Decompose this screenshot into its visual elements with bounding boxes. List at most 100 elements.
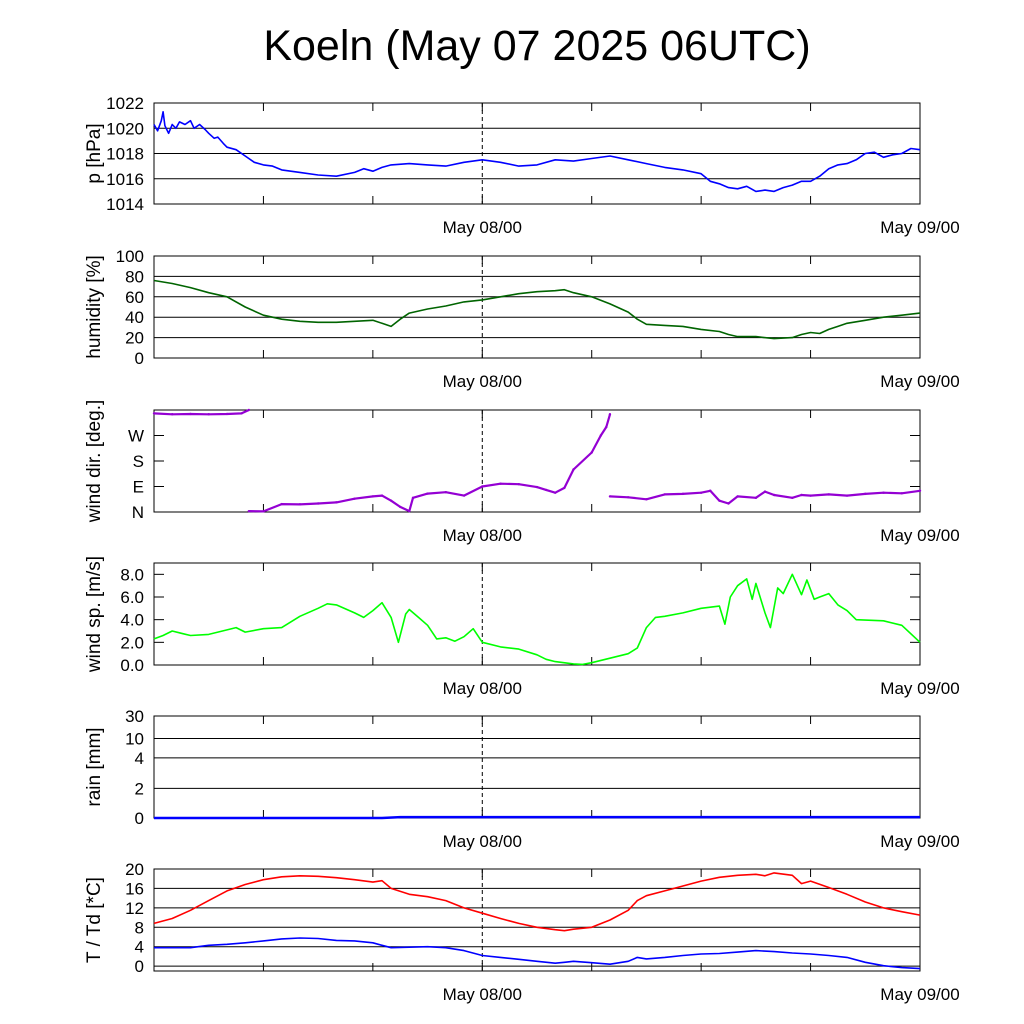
y-tick-label: 1022 xyxy=(106,94,144,113)
x-tick-label: May 08/00 xyxy=(443,218,522,237)
x-tick-label: May 08/00 xyxy=(443,985,522,1004)
y-axis-label: humidity [%] xyxy=(84,255,105,358)
wind-dir-point xyxy=(727,502,730,505)
rain-line xyxy=(154,815,920,820)
x-tick-label: May 09/00 xyxy=(880,832,959,851)
y-tick-label: 1020 xyxy=(106,119,144,138)
wind-dir-point xyxy=(462,494,466,497)
wind-dir-point xyxy=(718,499,721,502)
y-axis-label: rain [mm] xyxy=(84,727,105,806)
y-tick-label: S xyxy=(133,452,144,471)
wind-dir-point xyxy=(599,434,603,437)
wind-dir-point xyxy=(225,412,229,416)
pressure-line xyxy=(153,111,921,193)
y-tick-label: N xyxy=(132,503,144,522)
y-tick-label: 16 xyxy=(125,879,144,898)
y-tick-label: 1014 xyxy=(106,195,144,214)
wind-dir-point xyxy=(380,494,384,497)
wind-dir-point xyxy=(399,505,402,509)
wind-dir-point xyxy=(247,408,251,412)
plot-frame xyxy=(153,868,921,972)
wind-dir-point xyxy=(645,498,648,501)
panel-rain: 0 2 410 30 May 08/00 May 09/00 rain [mm] xyxy=(84,707,960,851)
wind-dir-point xyxy=(544,488,548,492)
y-tick-label: 0 xyxy=(135,349,144,368)
wind-dir-point xyxy=(262,510,265,513)
panel-pressure: 1014 1016 1018 1020 1022 May 08/00 May 09/00 p … xyxy=(84,94,960,237)
wind-dir-point xyxy=(535,485,539,489)
y-tick-label: 12 xyxy=(125,899,144,918)
wind-dir-point xyxy=(572,468,575,471)
x-tick-label: May 09/00 xyxy=(880,679,959,698)
wind-dir-point xyxy=(900,492,903,495)
y-tick-label: 100 xyxy=(116,247,144,266)
y-tick-label: 20 xyxy=(125,860,144,879)
wind-dir-point xyxy=(918,489,922,492)
wind-dir-point xyxy=(408,509,411,513)
wind-dir-point xyxy=(763,490,767,493)
wind-dir-point xyxy=(827,493,831,496)
wind-dir-point xyxy=(316,502,320,505)
wind_speed-line xyxy=(153,573,921,666)
wind_dir-line xyxy=(153,409,250,416)
wind-dir-point xyxy=(845,494,849,497)
wind-dir-point xyxy=(554,491,557,494)
wind-dir-point xyxy=(626,496,630,499)
wind-dir-point xyxy=(411,496,415,500)
x-tick-label: May 08/00 xyxy=(443,526,522,545)
wind-dir-point xyxy=(699,491,703,494)
wind-dir-point xyxy=(171,413,174,416)
y-tick-label: 60 xyxy=(125,288,144,307)
wind-dir-point xyxy=(663,493,666,496)
y-axis-label: wind sp. [m/s] xyxy=(84,556,105,673)
wind-dir-point xyxy=(207,413,210,416)
wind-dir-point xyxy=(189,412,192,416)
y-axis-label: T / Td [*C] xyxy=(84,877,105,963)
wind-dir-point xyxy=(444,490,448,494)
y-tick-label: W xyxy=(128,427,144,446)
y-tick-label: 2.0 xyxy=(120,633,144,652)
y-tick-label: 4.0 xyxy=(120,611,144,630)
wind-dir-point xyxy=(280,502,283,506)
x-tick-label: May 09/00 xyxy=(880,218,959,237)
wind-dir-point xyxy=(371,495,375,498)
wind-dir-point xyxy=(563,486,566,490)
y-tick-label: 80 xyxy=(125,267,144,286)
y-axis-label: wind dir. [deg.] xyxy=(84,400,105,524)
y-tick-label: 4 xyxy=(135,749,144,768)
wind-dir-point xyxy=(608,413,612,416)
wind-dir-point xyxy=(247,509,251,513)
wind-dir-point xyxy=(590,451,593,454)
y-tick-label: 30 xyxy=(125,707,144,726)
wind-dir-point xyxy=(426,492,429,495)
wind-dir-point xyxy=(481,485,484,488)
wind-dir-point xyxy=(800,493,803,497)
wind-dir-point xyxy=(240,412,243,415)
y-tick-label: 0.0 xyxy=(120,656,144,675)
y-tick-label: 2 xyxy=(135,779,144,798)
wind-dir-point xyxy=(681,492,685,496)
wind-dir-point xyxy=(517,483,520,486)
wind-dir-point xyxy=(882,491,885,494)
y-tick-label: 0 xyxy=(135,957,144,976)
wind-dir-point xyxy=(809,494,812,497)
y-tick-label: 1016 xyxy=(106,170,144,189)
wind_dir-line xyxy=(248,413,612,513)
wind_dir-line xyxy=(609,489,921,505)
wind-dir-point xyxy=(736,495,739,498)
wind-dir-point xyxy=(389,499,393,502)
wind-dir-point xyxy=(152,412,156,415)
x-tick-label: May 09/00 xyxy=(880,526,959,545)
wind-dir-point xyxy=(298,503,302,506)
y-tick-label: 40 xyxy=(125,308,144,327)
plot-frame xyxy=(153,562,921,666)
x-tick-label: May 08/00 xyxy=(443,679,522,698)
chart-title: Koeln (May 07 2025 06UTC) xyxy=(263,22,811,70)
x-tick-label: May 08/00 xyxy=(443,372,522,391)
y-tick-label: 20 xyxy=(125,329,144,348)
wind-dir-point xyxy=(864,492,867,496)
y-tick-label: E xyxy=(133,478,144,497)
